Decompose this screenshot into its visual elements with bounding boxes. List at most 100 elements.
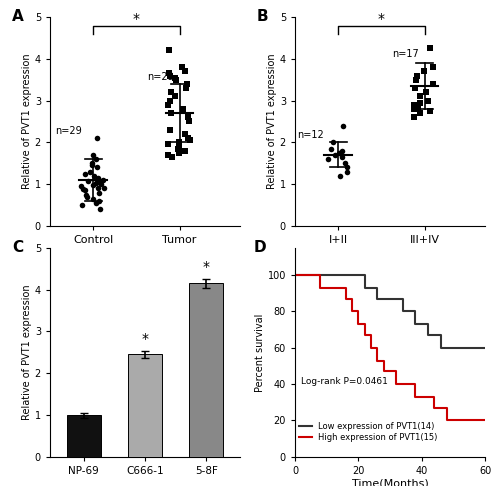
High expression of PVT1(15) [394, 381, 400, 387]
Point [168, 153, 176, 161]
Point [90, 172, 98, 180]
Point [411, 84, 419, 92]
Point [339, 122, 347, 130]
Point [94, 174, 102, 182]
Point [94, 185, 102, 192]
Point [92, 155, 100, 163]
Point [428, 63, 436, 71]
Line: High expression of PVT1(15): High expression of PVT1(15) [295, 275, 485, 420]
High expression of PVT1(15) [349, 309, 355, 314]
Point [174, 145, 182, 153]
Point [164, 151, 172, 159]
Point [186, 137, 194, 144]
Point [82, 191, 90, 198]
Bar [190, 283, 223, 457]
Point [185, 118, 193, 125]
Point [184, 113, 192, 121]
Point [174, 149, 182, 156]
Point [166, 126, 174, 134]
Point [93, 134, 101, 142]
Point [181, 130, 189, 138]
Point [414, 103, 422, 111]
Low expression of PVT1(14) [482, 345, 488, 351]
Bar [67, 415, 100, 457]
High expression of PVT1(15) [330, 285, 336, 291]
Text: n=29: n=29 [147, 72, 174, 82]
Point [183, 80, 191, 88]
Point [172, 76, 180, 84]
X-axis label: Tumor stage: Tumor stage [356, 248, 424, 258]
Point [84, 177, 92, 185]
Low expression of PVT1(14) [438, 345, 444, 351]
Low expression of PVT1(14) [450, 345, 456, 351]
Point [343, 164, 351, 172]
Point [166, 97, 174, 104]
Low expression of PVT1(14) [387, 296, 393, 302]
Point [422, 88, 430, 96]
Text: A: A [12, 9, 24, 24]
Point [168, 109, 175, 117]
Point [338, 147, 345, 155]
Low expression of PVT1(14) [336, 272, 342, 278]
Point [342, 159, 349, 167]
Point [165, 47, 173, 54]
Low expression of PVT1(14) [412, 321, 418, 327]
High expression of PVT1(15) [362, 332, 368, 338]
Low expression of PVT1(14) [425, 332, 431, 338]
Point [410, 101, 418, 109]
Low expression of PVT1(14) [374, 296, 380, 302]
Point [180, 68, 188, 75]
Text: C: C [12, 240, 23, 255]
High expression of PVT1(15) [374, 358, 380, 364]
Point [164, 101, 172, 109]
Text: D: D [253, 240, 266, 255]
Point [426, 44, 434, 52]
Point [328, 145, 336, 153]
Point [96, 180, 104, 188]
Low expression of PVT1(14) [349, 272, 355, 278]
Point [82, 193, 90, 201]
Point [178, 63, 186, 71]
Point [329, 139, 337, 146]
X-axis label: Time(Months): Time(Months) [352, 479, 428, 486]
Point [78, 201, 86, 209]
Point [181, 147, 189, 155]
Text: *: * [378, 12, 385, 26]
Text: B: B [257, 9, 268, 24]
Point [79, 185, 87, 193]
Legend: Low expression of PVT1(14), High expression of PVT1(15): Low expression of PVT1(14), High express… [299, 422, 438, 442]
Point [410, 113, 418, 121]
Low expression of PVT1(14) [466, 345, 472, 351]
High expression of PVT1(15) [466, 417, 472, 423]
Point [175, 143, 183, 151]
Point [171, 92, 179, 100]
High expression of PVT1(15) [292, 272, 298, 278]
Point [92, 179, 100, 187]
Point [92, 199, 100, 207]
Point [343, 168, 351, 175]
Point [166, 71, 174, 79]
Point [324, 155, 332, 163]
Point [420, 68, 428, 75]
Bar [128, 354, 162, 457]
Point [90, 181, 98, 189]
High expression of PVT1(15) [356, 321, 362, 327]
Y-axis label: Relative of PVT1 expression: Relative of PVT1 expression [267, 53, 277, 190]
High expression of PVT1(15) [444, 417, 450, 423]
Point [412, 76, 420, 84]
Line: Low expression of PVT1(14): Low expression of PVT1(14) [295, 275, 485, 348]
Point [416, 109, 424, 117]
Point [81, 187, 89, 194]
High expression of PVT1(15) [318, 285, 324, 291]
Y-axis label: Percent survival: Percent survival [255, 313, 265, 392]
Text: n=29: n=29 [56, 126, 82, 136]
Point [336, 172, 344, 180]
High expression of PVT1(15) [308, 272, 314, 278]
Point [171, 74, 179, 82]
Point [426, 107, 434, 115]
Point [424, 97, 432, 104]
Point [100, 176, 108, 184]
Point [86, 168, 94, 175]
High expression of PVT1(15) [412, 394, 418, 400]
Point [89, 195, 97, 203]
